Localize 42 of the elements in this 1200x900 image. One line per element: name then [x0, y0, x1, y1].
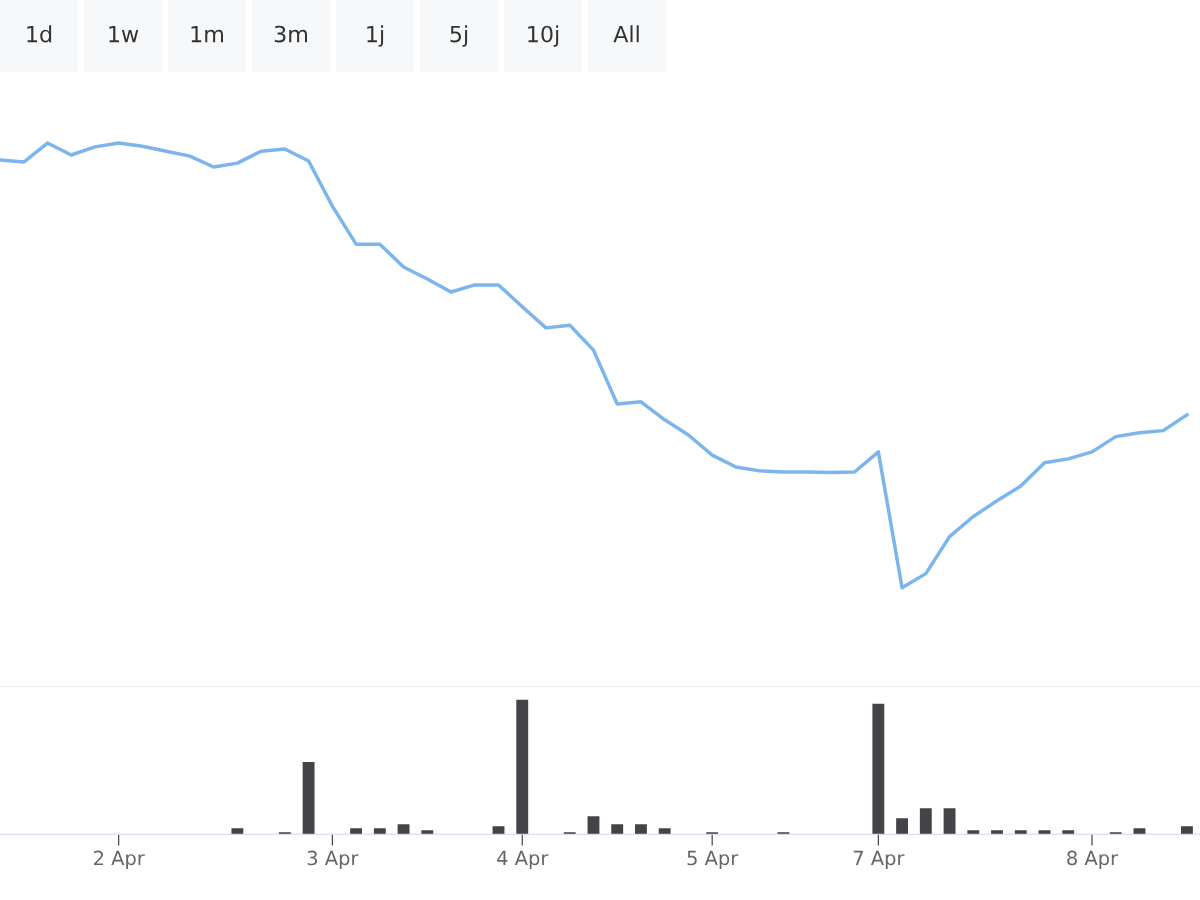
text: 10j: [528, 25, 559, 47]
bar: [635, 824, 647, 835]
bar: [278, 832, 291, 835]
x-tick-label: 5 Apr: [687, 850, 739, 870]
bar: [872, 703, 885, 835]
bar: [1133, 828, 1146, 835]
bar: [587, 816, 600, 835]
bar: [1062, 830, 1075, 835]
text: All: [613, 25, 639, 43]
bar: [919, 808, 932, 835]
bar: [896, 818, 909, 835]
x-tick-label: 8 Apr: [1067, 850, 1119, 870]
bar: [492, 826, 505, 835]
text: 1m: [191, 25, 224, 43]
x-tick-label: 4 Apr: [497, 850, 549, 870]
text: 1j: [367, 25, 384, 47]
bar: [777, 832, 790, 835]
bar: [611, 824, 624, 835]
text: 1d: [27, 25, 52, 43]
bar: [397, 824, 410, 835]
text: 1w: [109, 25, 139, 43]
bar: [373, 828, 386, 835]
bar: [231, 828, 244, 835]
bar: [1181, 826, 1193, 835]
x-tick-label: 3 Apr: [307, 850, 359, 870]
x-tick-label: 7 Apr: [853, 850, 905, 870]
bar: [967, 830, 980, 835]
bar: [516, 699, 529, 835]
text: 3m: [274, 25, 308, 43]
bar: [943, 808, 956, 835]
bar: [421, 830, 434, 835]
bar: [1109, 832, 1122, 835]
bar: [563, 832, 576, 835]
bar: [1038, 830, 1051, 835]
bar: [1014, 830, 1027, 835]
bar: [302, 762, 315, 835]
text: 5j: [450, 25, 468, 47]
bar: [991, 830, 1003, 835]
bar: [706, 832, 719, 835]
bar: [658, 828, 671, 835]
x-tick-label: 2 Apr: [94, 850, 145, 870]
bar: [350, 828, 363, 835]
